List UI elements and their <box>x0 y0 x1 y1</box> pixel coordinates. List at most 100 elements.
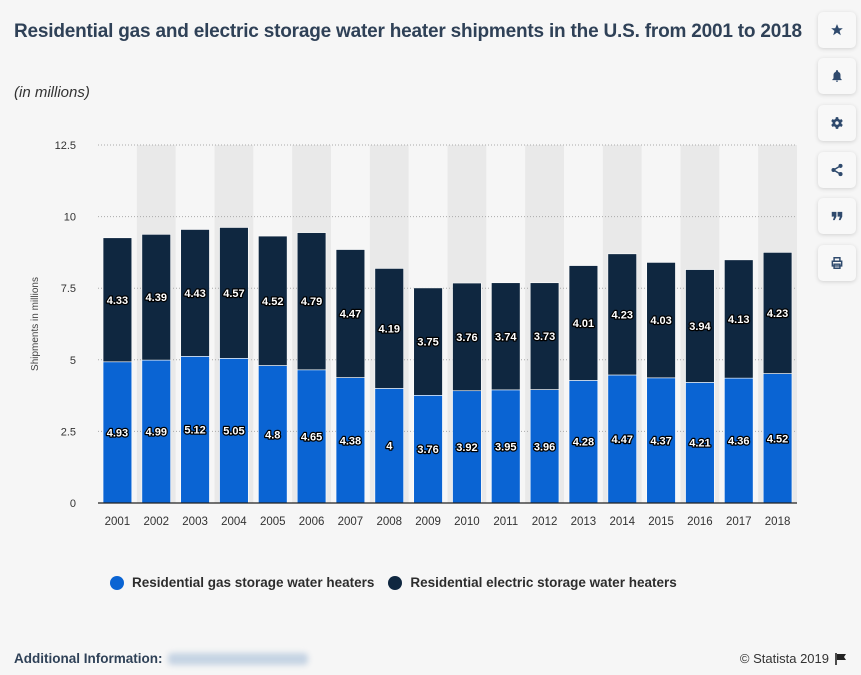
data-label: 3.75 <box>417 337 438 349</box>
bar-gas[interactable] <box>491 389 521 504</box>
bar-gas[interactable] <box>762 373 793 504</box>
bar-gas[interactable] <box>724 377 754 504</box>
bar-electric[interactable] <box>102 237 133 363</box>
data-label: 4.23 <box>767 308 788 320</box>
data-label: 4.52 <box>767 433 788 445</box>
additional-information: Additional Information: <box>14 651 309 666</box>
share-button[interactable] <box>818 152 856 188</box>
notifications-button[interactable] <box>818 58 856 94</box>
data-label: 4.23 <box>612 309 633 321</box>
data-label: 4.03 <box>650 315 671 327</box>
x-tick-label: 2012 <box>532 516 558 528</box>
bar-electric[interactable] <box>685 269 715 383</box>
legend-item-electric[interactable]: Residential electric storage water heate… <box>388 575 677 590</box>
x-tick-label: 2003 <box>182 516 208 528</box>
settings-button[interactable] <box>818 105 856 141</box>
x-tick-label: 2014 <box>609 516 635 528</box>
data-label: 3.76 <box>417 444 438 456</box>
stacked-bar-chart: 0 2.5 5 7.5 10 12.5 Shipments in millions 4.9… <box>30 140 797 528</box>
bar-electric[interactable] <box>646 262 676 379</box>
bar-electric[interactable] <box>141 234 171 361</box>
blurred-link[interactable] <box>168 652 309 665</box>
data-label: 4.36 <box>728 436 749 448</box>
x-tick-label: 2010 <box>454 516 480 528</box>
legend-dot-gas <box>110 575 124 590</box>
data-label: 3.92 <box>456 442 477 454</box>
x-tick-label: 2007 <box>338 516 364 528</box>
bar-gas[interactable] <box>180 356 210 504</box>
data-label: 4.93 <box>107 427 128 439</box>
x-tick-label: 2002 <box>143 516 169 528</box>
legend-item-gas[interactable]: Residential gas storage water heaters <box>110 575 374 590</box>
bar-gas[interactable] <box>219 358 249 504</box>
x-tick-label: 2011 <box>493 516 518 528</box>
legend-label-electric: Residential electric storage water heate… <box>410 575 677 590</box>
data-label: 4.57 <box>223 288 244 300</box>
data-label: 4.79 <box>301 296 322 308</box>
data-label: 5.12 <box>184 425 205 437</box>
gear-icon <box>831 117 843 129</box>
y-tick-label: 12.5 <box>55 140 76 152</box>
y-tick-label: 2.5 <box>61 426 76 438</box>
data-label: 3.95 <box>495 441 516 453</box>
print-button[interactable] <box>818 245 856 281</box>
legend-dot-electric <box>388 575 403 590</box>
bar-electric[interactable] <box>452 282 482 392</box>
x-tick-label: 2004 <box>221 516 247 528</box>
legend-label-gas: Residential gas storage water heaters <box>132 575 375 590</box>
bar-electric[interactable] <box>180 229 210 357</box>
x-tick-label: 2016 <box>687 516 713 528</box>
x-tick-label: 2009 <box>415 516 441 528</box>
data-label: 4.65 <box>301 431 322 443</box>
data-label: 3.76 <box>456 332 477 344</box>
data-label: 4.47 <box>612 434 633 446</box>
chart-subtitle: (in millions) <box>14 84 90 101</box>
data-label: 4.33 <box>107 295 128 307</box>
data-label: 4.28 <box>573 437 594 449</box>
data-label: 4.38 <box>340 435 361 447</box>
bar-electric[interactable] <box>258 235 288 366</box>
bar-electric[interactable] <box>762 252 793 374</box>
x-tick-label: 2006 <box>299 516 325 528</box>
x-tick-label: 2018 <box>765 516 791 528</box>
bar-gas[interactable] <box>568 380 599 504</box>
x-tick-label: 2005 <box>260 516 286 528</box>
bar-electric[interactable] <box>724 259 754 379</box>
additional-info-label: Additional Information: <box>14 651 163 666</box>
chart-title: Residential gas and electric storage wat… <box>14 21 802 42</box>
bar-gas[interactable] <box>529 389 560 504</box>
data-label: 4.01 <box>573 318 594 330</box>
favorite-button[interactable] <box>818 12 856 48</box>
bar-electric[interactable] <box>529 282 560 390</box>
cite-button[interactable] <box>818 198 856 234</box>
x-tick-label: 2001 <box>105 516 131 528</box>
bar-electric[interactable] <box>568 265 599 381</box>
data-label: 4.13 <box>728 314 749 326</box>
data-label: 4.99 <box>146 427 167 439</box>
bar-electric[interactable] <box>296 232 327 371</box>
copyright: © Statista 2019 <box>740 651 847 666</box>
bar-electric[interactable] <box>219 227 249 359</box>
flag-icon[interactable] <box>835 652 847 665</box>
share-icon <box>831 163 843 177</box>
bar-gas[interactable] <box>335 377 366 504</box>
x-tick-label: 2015 <box>648 516 674 528</box>
bar-gas[interactable] <box>685 382 715 504</box>
y-tick-label: 7.5 <box>61 283 76 295</box>
star-icon <box>831 24 843 36</box>
y-axis-label: Shipments in millions <box>30 277 41 371</box>
x-tick-label: 2013 <box>571 516 597 528</box>
data-label: 4.19 <box>379 323 400 335</box>
legend: Residential gas storage water heaters Re… <box>110 575 691 590</box>
bar-gas[interactable] <box>607 374 637 504</box>
copyright-text: © Statista 2019 <box>739 651 829 666</box>
bar-electric[interactable] <box>607 253 637 376</box>
bar-electric[interactable] <box>413 287 443 396</box>
bar-electric[interactable] <box>335 249 366 378</box>
data-label: 4.52 <box>262 296 283 308</box>
bar-electric[interactable] <box>374 268 404 389</box>
data-label: 5.05 <box>223 426 244 438</box>
data-label: 4.39 <box>146 292 167 304</box>
data-label: 3.94 <box>689 321 711 333</box>
bar-electric[interactable] <box>491 282 521 391</box>
